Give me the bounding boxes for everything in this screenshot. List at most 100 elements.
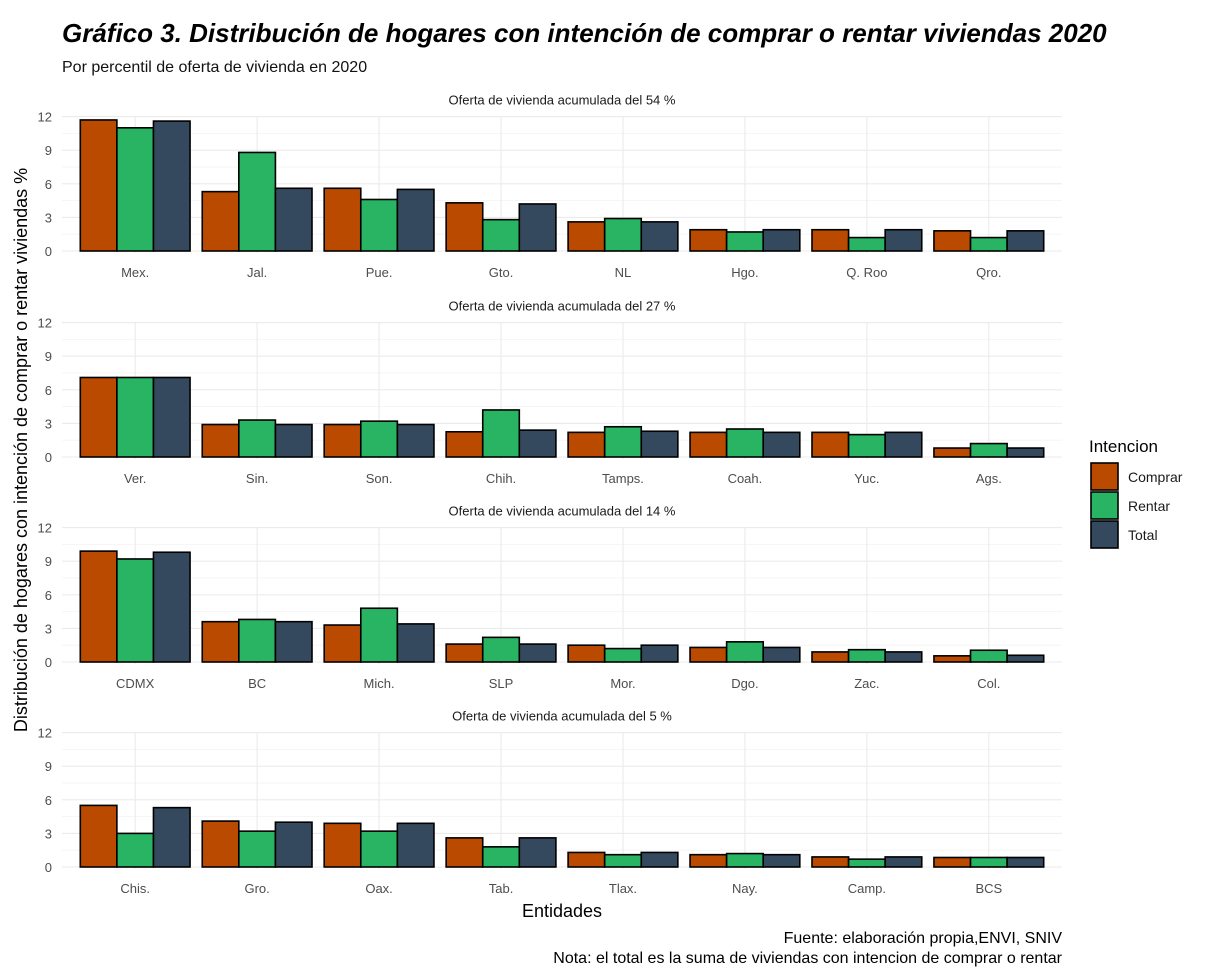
facet-panel: Oferta de vivienda acumulada del 54 % 0 3 6… — [38, 93, 1062, 280]
x-tick-label: BCS — [975, 881, 1002, 896]
bar-rentar — [238, 151, 277, 252]
x-tick-label: Son. — [366, 471, 393, 486]
y-tick-label: 9 — [45, 759, 52, 774]
facet-strip-label: Oferta de vivienda acumulada del 5 % — [452, 709, 672, 724]
bar-rentar — [481, 218, 521, 252]
x-tick-label: Oax. — [365, 881, 392, 896]
bar-total — [884, 651, 923, 663]
bar-rentar — [481, 846, 521, 868]
y-tick-label: 3 — [45, 416, 52, 431]
bar-comprar — [201, 423, 240, 458]
x-tick-label: Chih. — [486, 471, 516, 486]
bar-total — [884, 228, 923, 252]
y-tick-label: 3 — [45, 621, 52, 636]
x-tick-label: Gro. — [244, 881, 269, 896]
bar-total — [640, 851, 679, 868]
bar-comprar — [79, 376, 118, 458]
bar-comprar — [323, 624, 362, 663]
facet-strip-label: Oferta de vivienda acumulada del 54 % — [449, 93, 676, 108]
bar-total — [884, 431, 923, 458]
bar-total — [1006, 230, 1045, 252]
bar-rentar — [603, 647, 643, 663]
bar-rentar — [847, 433, 886, 458]
x-tick-label: Mor. — [610, 676, 635, 691]
bar-total — [152, 120, 191, 252]
chart-title: Gráfico 3. Distribución de hogares con i… — [62, 18, 1107, 48]
bar-comprar — [567, 644, 606, 663]
bar-comprar — [933, 447, 972, 458]
bar-total — [274, 620, 313, 663]
x-tick-label: Zac. — [854, 676, 879, 691]
x-tick-label: Gto. — [489, 265, 514, 280]
bar-rentar — [359, 198, 399, 252]
bar-comprar — [689, 431, 728, 458]
bar-rentar — [969, 442, 1008, 458]
bar-rentar — [725, 231, 765, 252]
bar-rentar — [238, 830, 277, 868]
y-tick-label: 0 — [45, 655, 52, 670]
bar-comprar — [445, 430, 484, 458]
bar-rentar — [359, 830, 399, 868]
bar-total — [762, 646, 801, 663]
bar-total — [518, 837, 557, 868]
bar-rentar — [116, 832, 155, 868]
y-tick-label: 12 — [38, 110, 52, 125]
bar-rentar — [116, 127, 155, 252]
facet-panel: Oferta de vivienda acumulada del 14 % 0 3 6… — [38, 504, 1062, 691]
bar-total — [396, 623, 435, 663]
x-tick-label: Ver. — [124, 471, 146, 486]
bar-total — [152, 551, 191, 663]
y-tick-label: 0 — [45, 450, 52, 465]
bar-comprar — [201, 620, 240, 663]
y-tick-label: 9 — [45, 143, 52, 158]
bar-comprar — [689, 853, 728, 868]
facet-panel: Oferta de vivienda acumulada del 5 % 0 3 6 9… — [38, 709, 1062, 896]
bar-total — [152, 806, 191, 868]
bar-comprar — [811, 228, 850, 252]
x-tick-label: CDMX — [116, 676, 155, 691]
y-tick-label: 12 — [38, 521, 52, 536]
bar-comprar — [79, 119, 118, 252]
bar-comprar — [567, 221, 606, 252]
facet-strip-label: Oferta de vivienda acumulada del 27 % — [449, 299, 676, 314]
x-tick-label: Col. — [977, 676, 1000, 691]
legend-swatch-total — [1090, 520, 1119, 549]
bar-total — [1006, 447, 1045, 458]
y-tick-label: 6 — [45, 383, 52, 398]
y-tick-label: 0 — [45, 860, 52, 875]
caption-note: Nota: el total es la suma de viviendas c… — [553, 950, 1062, 967]
x-tick-label: NL — [615, 265, 632, 280]
x-tick-label: Sin. — [246, 471, 268, 486]
y-tick-label: 6 — [45, 588, 52, 603]
x-tick-label: Mich. — [364, 676, 395, 691]
bar-comprar — [689, 228, 728, 252]
bar-rentar — [969, 649, 1008, 663]
bar-total — [274, 187, 313, 252]
x-tick-label: Q. Roo — [846, 265, 887, 280]
bar-comprar — [933, 856, 972, 868]
x-tick-label: Hgo. — [731, 265, 758, 280]
bar-comprar — [811, 651, 850, 663]
bar-comprar — [79, 550, 118, 663]
bar-total — [762, 228, 801, 252]
y-tick-label: 3 — [45, 210, 52, 225]
y-tick-label: 9 — [45, 349, 52, 364]
x-tick-label: BC — [248, 676, 266, 691]
bar-comprar — [445, 837, 484, 868]
bar-total — [518, 429, 557, 458]
bar-total — [1006, 654, 1045, 663]
bar-rentar — [116, 376, 155, 458]
bar-comprar — [445, 202, 484, 252]
bar-rentar — [725, 641, 765, 663]
facet-panels: Oferta de vivienda acumulada del 54 % 0 3 6… — [38, 93, 1062, 896]
x-tick-label: Jal. — [247, 265, 267, 280]
bar-rentar — [603, 425, 643, 458]
bar-total — [640, 221, 679, 252]
bar-total — [640, 644, 679, 663]
bar-comprar — [323, 423, 362, 458]
y-tick-label: 12 — [38, 316, 52, 331]
x-tick-label: Chis. — [120, 881, 150, 896]
y-axis-title: Distribución de hogares con intención de… — [11, 168, 31, 732]
facet-strip-label: Oferta de vivienda acumulada del 14 % — [449, 504, 676, 519]
